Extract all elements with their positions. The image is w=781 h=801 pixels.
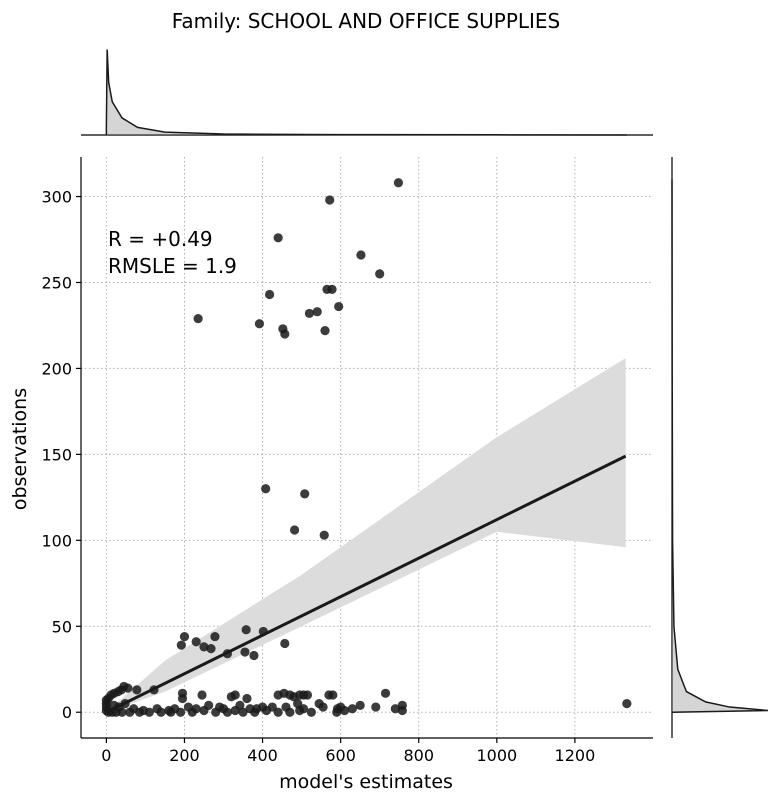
data-point [179, 631, 190, 642]
data-point [327, 284, 337, 294]
data-point [183, 702, 193, 712]
data-point [218, 704, 229, 714]
data-point [252, 704, 262, 714]
data-point [336, 702, 346, 712]
y-axis-ticks: 0 50 100 150 200 250 300 [41, 188, 81, 722]
y-tick-label: 100 [41, 531, 72, 550]
x-marginal-density [81, 49, 653, 136]
correlation-annotation: R = +0.49 [108, 227, 213, 251]
data-point [210, 631, 220, 642]
data-point [176, 640, 186, 650]
y-tick-label: 150 [41, 445, 72, 464]
data-point [380, 688, 391, 698]
data-point [191, 637, 201, 647]
data-point [280, 638, 290, 649]
data-point [390, 704, 400, 714]
data-point [393, 178, 404, 188]
data-point [280, 329, 290, 339]
y-tick-label: 200 [41, 359, 72, 378]
x-density-curve [105, 49, 627, 136]
data-point [138, 705, 149, 716]
x-axis-label: model's estimates [279, 771, 453, 793]
data-point [129, 704, 139, 714]
data-point [241, 625, 251, 635]
data-point [356, 250, 366, 260]
regression-line-path [105, 454, 627, 714]
data-point [375, 269, 385, 279]
scatter-points [101, 178, 632, 717]
data-point [289, 525, 300, 535]
data-point [320, 326, 330, 336]
data-point [249, 650, 259, 661]
y-marginal-density [671, 157, 769, 738]
data-point [281, 702, 291, 712]
data-point [304, 308, 315, 319]
x-tick-label: 800 [403, 746, 434, 765]
data-point [238, 707, 248, 717]
x-tick-label: 1000 [476, 746, 517, 765]
data-point [298, 704, 309, 714]
data-point [267, 702, 277, 712]
data-point [177, 688, 188, 698]
data-point [245, 704, 255, 714]
x-tick-label: 200 [169, 746, 200, 765]
data-point [334, 301, 344, 312]
data-point [197, 690, 207, 700]
data-point [300, 489, 310, 499]
rmsle-annotation: RMSLE = 1.9 [108, 254, 237, 278]
ci-band-area [106, 358, 626, 713]
y-axis-label: observations [9, 388, 31, 510]
regression-line [105, 454, 627, 714]
data-point [240, 647, 250, 657]
data-point [319, 530, 329, 540]
data-point [306, 707, 316, 717]
x-tick-label: 0 [101, 746, 111, 765]
main-scatter-plot: 0 200 400 600 800 1000 1200 0 50 100 150 200 250 300 [41, 157, 653, 765]
data-point [314, 699, 324, 709]
y-tick-label: 300 [41, 188, 72, 207]
data-point [264, 289, 275, 300]
data-point [261, 484, 271, 494]
data-point [355, 700, 365, 710]
data-point [397, 705, 407, 716]
chart-title: Family: SCHOOL AND OFFICE SUPPLIES [172, 9, 561, 33]
data-point [312, 307, 322, 317]
data-point [132, 685, 142, 695]
data-point [235, 700, 245, 710]
data-point [622, 699, 632, 709]
data-point [325, 195, 335, 205]
x-axis-ticks: 0 200 400 600 800 1000 1200 [101, 738, 595, 765]
data-point [152, 704, 162, 714]
y-tick-label: 250 [41, 273, 72, 292]
data-point [328, 690, 338, 700]
y-tick-label: 0 [62, 703, 72, 722]
x-tick-label: 600 [325, 746, 356, 765]
data-point [204, 700, 214, 710]
confidence-band [106, 358, 626, 713]
data-point [206, 644, 216, 654]
data-point [302, 690, 313, 700]
data-point [199, 642, 209, 652]
data-point [371, 702, 381, 712]
data-point [242, 693, 252, 704]
data-point [273, 233, 283, 243]
x-tick-label: 400 [247, 746, 278, 765]
data-point [230, 690, 240, 700]
data-point [254, 319, 265, 329]
y-density-curve [671, 179, 769, 713]
data-point [347, 704, 357, 714]
data-point [170, 704, 180, 714]
y-tick-label: 50 [52, 617, 72, 636]
x-tick-label: 1200 [555, 746, 596, 765]
data-point [193, 313, 203, 324]
data-point [191, 704, 201, 714]
